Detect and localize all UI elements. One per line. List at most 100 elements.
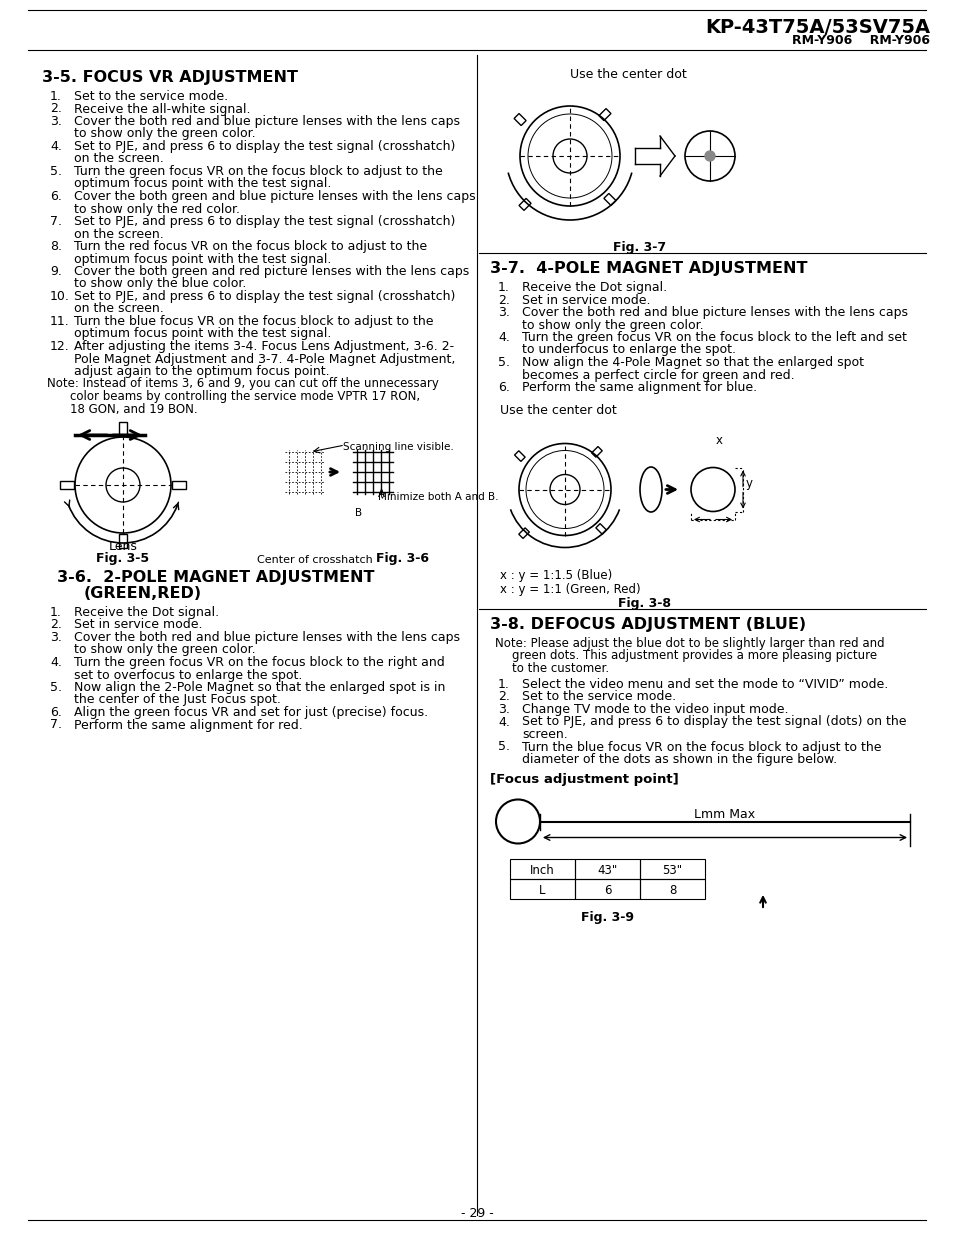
Text: 1.: 1. [50, 90, 62, 103]
Text: Change TV mode to the video input mode.: Change TV mode to the video input mode. [521, 703, 788, 716]
Text: (GREEN,RED): (GREEN,RED) [84, 585, 202, 601]
Text: 2.: 2. [50, 619, 62, 631]
Text: 3.: 3. [50, 115, 62, 128]
Text: color beams by controlling the service mode VPTR 17 RON,: color beams by controlling the service m… [70, 390, 419, 403]
Text: Note: Please adjust the blue dot to be slightly larger than red and: Note: Please adjust the blue dot to be s… [495, 636, 883, 650]
Text: 3-5. FOCUS VR ADJUSTMENT: 3-5. FOCUS VR ADJUSTMENT [42, 70, 297, 85]
Text: Use the center dot: Use the center dot [499, 404, 616, 416]
Bar [119, 534, 127, 548]
Bar [172, 480, 186, 489]
Text: to show only the green color.: to show only the green color. [74, 643, 255, 657]
Text: Cover the both red and blue picture lenses with the lens caps: Cover the both red and blue picture lens… [521, 306, 907, 319]
Text: x : y = 1:1.5 (Blue): x : y = 1:1.5 (Blue) [499, 569, 612, 583]
Text: Use the center dot: Use the center dot [569, 68, 686, 82]
Text: y: y [745, 477, 752, 489]
Text: Fig. 3-9: Fig. 3-9 [580, 910, 634, 924]
Text: 8: 8 [668, 883, 676, 897]
Text: 6: 6 [603, 883, 611, 897]
Text: - 29 -: - 29 - [460, 1207, 493, 1220]
Bar [510, 878, 575, 899]
Text: Cover the both red and blue picture lenses with the lens caps: Cover the both red and blue picture lens… [74, 115, 459, 128]
Text: Set in service mode.: Set in service mode. [74, 619, 202, 631]
Bar [60, 480, 74, 489]
Text: Select the video menu and set the mode to “VIVID” mode.: Select the video menu and set the mode t… [521, 678, 887, 692]
Text: Turn the blue focus VR on the focus block to adjust to the: Turn the blue focus VR on the focus bloc… [521, 741, 881, 753]
Text: 5.: 5. [50, 680, 62, 694]
Circle shape [704, 151, 714, 161]
Text: adjust again to the optimum focus point.: adjust again to the optimum focus point. [74, 366, 330, 378]
Text: 7.: 7. [50, 215, 62, 228]
Text: 5.: 5. [497, 356, 510, 369]
Text: 12.: 12. [50, 340, 70, 353]
Text: Inch: Inch [530, 863, 555, 877]
Text: 53": 53" [661, 863, 681, 877]
Text: x : y = 1:1 (Green, Red): x : y = 1:1 (Green, Red) [499, 583, 640, 595]
Text: A: A [377, 489, 385, 499]
Text: Note: Instead of items 3, 6 and 9, you can cut off the unnecessary: Note: Instead of items 3, 6 and 9, you c… [47, 378, 438, 390]
Text: to show only the blue color.: to show only the blue color. [74, 278, 246, 290]
Bar [598, 109, 610, 121]
Text: green dots. This adjustment provides a more pleasing picture: green dots. This adjustment provides a m… [512, 650, 876, 662]
Bar [514, 451, 524, 462]
Bar [596, 524, 606, 535]
Text: 5.: 5. [497, 741, 510, 753]
Text: 3-8. DEFOCUS ADJUSTMENT (BLUE): 3-8. DEFOCUS ADJUSTMENT (BLUE) [490, 616, 805, 631]
Text: 7.: 7. [50, 719, 62, 731]
Text: Set to PJE, and press 6 to display the test signal (crosshatch): Set to PJE, and press 6 to display the t… [74, 215, 455, 228]
Text: Perform the same alignment for blue.: Perform the same alignment for blue. [521, 382, 757, 394]
Text: 3.: 3. [497, 703, 509, 716]
Text: Lmm Max: Lmm Max [694, 808, 755, 820]
Text: the center of the Just Focus spot.: the center of the Just Focus spot. [74, 694, 280, 706]
Text: Receive the all-white signal.: Receive the all-white signal. [74, 103, 251, 116]
Text: Cover the both green and red picture lenses with the lens caps: Cover the both green and red picture len… [74, 266, 469, 278]
Bar [575, 858, 639, 878]
Text: Perform the same alignment for red.: Perform the same alignment for red. [74, 719, 302, 731]
Text: 1.: 1. [50, 606, 62, 619]
Text: Align the green focus VR and set for just (precise) focus.: Align the green focus VR and set for jus… [74, 706, 428, 719]
Text: 6.: 6. [50, 706, 62, 719]
Text: Lens: Lens [109, 540, 137, 553]
Bar [518, 527, 529, 538]
Bar [510, 858, 575, 878]
Text: diameter of the dots as shown in the figure below.: diameter of the dots as shown in the fig… [521, 753, 836, 766]
Text: Set to PJE, and press 6 to display the test signal (crosshatch): Set to PJE, and press 6 to display the t… [74, 140, 455, 153]
Bar [514, 114, 525, 126]
Text: 11.: 11. [50, 315, 70, 329]
Text: Turn the red focus VR on the focus block to adjust to the: Turn the red focus VR on the focus block… [74, 240, 427, 253]
Text: Cover the both green and blue picture lenses with the lens caps: Cover the both green and blue picture le… [74, 190, 476, 203]
Text: 3-7.  4-POLE MAGNET ADJUSTMENT: 3-7. 4-POLE MAGNET ADJUSTMENT [490, 261, 806, 275]
Text: on the screen.: on the screen. [74, 227, 164, 241]
Bar [639, 858, 704, 878]
Text: 5.: 5. [50, 165, 62, 178]
Text: optimum focus point with the test signal.: optimum focus point with the test signal… [74, 327, 331, 341]
Text: Center of crosshatch: Center of crosshatch [257, 555, 373, 564]
Bar [575, 878, 639, 899]
Text: Pole Magnet Adjustment and 3-7. 4-Pole Magnet Adjustment,: Pole Magnet Adjustment and 3-7. 4-Pole M… [74, 352, 455, 366]
Text: 2.: 2. [497, 690, 509, 704]
Text: Cover the both red and blue picture lenses with the lens caps: Cover the both red and blue picture lens… [74, 631, 459, 643]
Text: 3.: 3. [497, 306, 509, 319]
Text: 4.: 4. [497, 715, 509, 729]
Text: x: x [716, 433, 722, 447]
Text: Turn the green focus VR on the focus block to the right and: Turn the green focus VR on the focus blo… [74, 656, 444, 669]
Bar [119, 422, 127, 436]
Text: optimum focus point with the test signal.: optimum focus point with the test signal… [74, 178, 331, 190]
Text: 1.: 1. [497, 282, 509, 294]
Text: 3-6.  2-POLE MAGNET ADJUSTMENT: 3-6. 2-POLE MAGNET ADJUSTMENT [57, 571, 375, 585]
Text: 8.: 8. [50, 240, 62, 253]
Bar [591, 447, 601, 457]
Text: L: L [538, 883, 545, 897]
Text: set to overfocus to enlarge the spot.: set to overfocus to enlarge the spot. [74, 668, 302, 682]
Text: 1.: 1. [497, 678, 509, 692]
Text: 3.: 3. [50, 631, 62, 643]
Text: Fig. 3-7: Fig. 3-7 [613, 241, 666, 254]
Text: 4.: 4. [497, 331, 509, 345]
Text: Fig. 3-8: Fig. 3-8 [618, 597, 671, 610]
Text: After adjusting the items 3-4. Focus Lens Adjustment, 3-6. 2-: After adjusting the items 3-4. Focus Len… [74, 340, 454, 353]
Text: to show only the green color.: to show only the green color. [74, 127, 255, 141]
Text: Turn the blue focus VR on the focus block to adjust to the: Turn the blue focus VR on the focus bloc… [74, 315, 433, 329]
Text: B: B [355, 508, 362, 517]
Text: 4.: 4. [50, 656, 62, 669]
Text: on the screen.: on the screen. [74, 303, 164, 315]
Text: to show only the red color.: to show only the red color. [74, 203, 240, 215]
